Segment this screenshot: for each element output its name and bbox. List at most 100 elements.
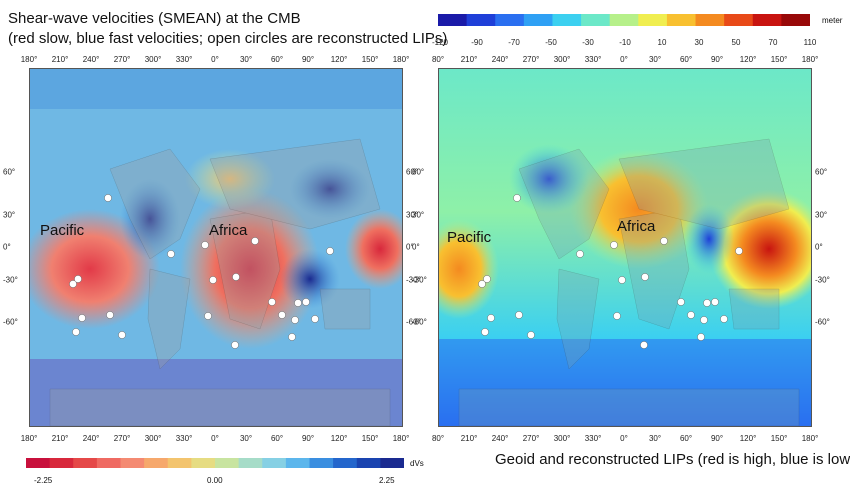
right-lip-marker bbox=[515, 311, 523, 319]
right-lon-tick-bottom: 180° bbox=[801, 434, 819, 443]
right-lat-tick-right: -60° bbox=[815, 317, 830, 327]
right-lon-tick-top: 30° bbox=[648, 55, 662, 64]
left-lat-tick-right: 0° bbox=[406, 242, 414, 252]
right-lon-tick-top: 0° bbox=[620, 55, 628, 64]
right-lon-tick-top: 90° bbox=[710, 55, 724, 64]
right-lon-tick-top: 330° bbox=[584, 55, 602, 64]
geoid-colorbar-tick: -70 bbox=[508, 38, 520, 47]
right-lon-tick-bottom: 270° bbox=[522, 434, 540, 443]
right-lip-marker bbox=[487, 314, 495, 322]
shear-colorbar-segment bbox=[238, 458, 263, 468]
left-lip-marker bbox=[78, 314, 86, 322]
geoid-colorbar-segment bbox=[581, 14, 611, 26]
right-lip-marker bbox=[481, 328, 489, 336]
right-lip-marker bbox=[610, 241, 618, 249]
left-lon-tick-top: 210° bbox=[51, 55, 69, 64]
left-lip-marker bbox=[231, 341, 239, 349]
right-lon-tick-top: 180° bbox=[801, 55, 819, 64]
right-lat-tick-right: -30° bbox=[815, 275, 830, 285]
left-lon-tick-top: 180° bbox=[392, 55, 410, 64]
geoid-colorbar-tick: 50 bbox=[731, 38, 741, 47]
right-lat-tick: 30° bbox=[412, 210, 425, 220]
right-africa-label: Africa bbox=[617, 218, 656, 235]
geoid-colorbar-segment bbox=[495, 14, 525, 26]
geoid-colorbar-tick: -10 bbox=[619, 38, 631, 47]
left-lip-marker bbox=[72, 328, 80, 336]
left-lat-tick-right: -60° bbox=[406, 317, 421, 327]
shear-velocity-colorbar bbox=[26, 458, 404, 468]
geoid-colorbar-tick: 30 bbox=[694, 38, 704, 47]
left-lip-marker bbox=[251, 237, 259, 245]
left-lat-tick-right: -30° bbox=[406, 275, 421, 285]
geoid-colorbar-segment bbox=[609, 14, 639, 26]
geoid-colorbar-tick: -120 bbox=[431, 38, 449, 47]
shear-colorbar-unit: dVs bbox=[410, 459, 424, 468]
geoid-colorbar-segment bbox=[752, 14, 782, 26]
geoid-colorbar bbox=[438, 14, 810, 26]
left-lip-marker bbox=[288, 333, 296, 341]
right-lip-marker bbox=[613, 312, 621, 320]
left-title-line1: Shear-wave velocities (SMEAN) at the CMB bbox=[8, 10, 301, 27]
shear-colorbar-segment bbox=[96, 458, 121, 468]
left-lon-tick-bottom: 300° bbox=[144, 434, 162, 443]
left-lon-tick-bottom: 150° bbox=[361, 434, 379, 443]
shear-colorbar-segment bbox=[309, 458, 334, 468]
right-lip-marker bbox=[576, 250, 584, 258]
geoid-colorbar-segment bbox=[438, 14, 468, 26]
left-lon-tick-top: 330° bbox=[175, 55, 193, 64]
left-africa-label: Africa bbox=[209, 222, 248, 239]
left-lip-marker bbox=[232, 273, 240, 281]
left-lon-tick-top: 90° bbox=[301, 55, 315, 64]
shear-colorbar-segment bbox=[49, 458, 74, 468]
geoid-colorbar-tick: 110 bbox=[803, 38, 817, 47]
left-lon-tick-bottom: 0° bbox=[211, 434, 219, 443]
left-lon-tick-bottom: 180° bbox=[20, 434, 38, 443]
left-lip-marker bbox=[104, 194, 112, 202]
right-lon-tick-top: 150° bbox=[770, 55, 788, 64]
right-lon-tick-bottom: 300° bbox=[553, 434, 571, 443]
right-lip-marker bbox=[700, 316, 708, 324]
geoid-colorbar-segment bbox=[466, 14, 496, 26]
right-lon-tick-top: 210° bbox=[460, 55, 478, 64]
right-lat-tick: 0° bbox=[412, 242, 420, 252]
right-lip-marker bbox=[513, 194, 521, 202]
left-title-line2: (red slow, blue fast velocities; open ci… bbox=[8, 30, 448, 47]
geoid-colorbar-segment bbox=[523, 14, 553, 26]
right-lat-tick-right: 0° bbox=[815, 242, 823, 252]
right-lon-tick-bottom: 0° bbox=[620, 434, 628, 443]
left-lon-tick-top: 150° bbox=[361, 55, 379, 64]
left-lon-tick-top: 180° bbox=[20, 55, 38, 64]
geoid-colorbar-tick: -90 bbox=[471, 38, 483, 47]
geoid-caption: Geoid and reconstructed LIPs (red is hig… bbox=[495, 451, 850, 468]
left-lon-tick-bottom: 90° bbox=[301, 434, 315, 443]
right-lip-marker bbox=[641, 273, 649, 281]
right-lon-tick-bottom: 60° bbox=[679, 434, 693, 443]
left-lat-tick-right: 60° bbox=[406, 167, 419, 177]
geoid-colorbar-segment bbox=[781, 14, 810, 26]
right-lon-tick-top: 120° bbox=[739, 55, 757, 64]
right-lat-tick-right: 30° bbox=[815, 210, 828, 220]
geoid-colorbar-segment bbox=[724, 14, 754, 26]
geoid-colorbar-segment bbox=[666, 14, 697, 26]
left-lip-marker bbox=[294, 299, 302, 307]
right-lon-tick-top: 270° bbox=[522, 55, 540, 64]
right-lat-tick: -60° bbox=[412, 317, 427, 327]
shear-colorbar-segment bbox=[167, 458, 192, 468]
left-lip-marker bbox=[326, 247, 334, 255]
left-lip-marker bbox=[69, 280, 77, 288]
shear-colorbar-min: -2.25 bbox=[34, 476, 53, 485]
left-lip-marker bbox=[167, 250, 175, 258]
right-lon-tick-top: 60° bbox=[679, 55, 693, 64]
left-lon-tick-top: 0° bbox=[211, 55, 219, 64]
left-lon-tick-top: 30° bbox=[239, 55, 253, 64]
geoid-colorbar-segment bbox=[552, 14, 582, 26]
geoid-colorbar-tick: 10 bbox=[657, 38, 667, 47]
left-lip-marker bbox=[311, 315, 319, 323]
left-lat-tick: 0° bbox=[3, 242, 11, 252]
geoid-colorbar-segment bbox=[695, 14, 725, 26]
right-lip-marker bbox=[640, 341, 648, 349]
left-lip-marker bbox=[209, 276, 217, 284]
shear-colorbar-segment bbox=[120, 458, 145, 468]
geoid-colorbar-segment bbox=[638, 14, 668, 26]
right-lip-marker bbox=[618, 276, 626, 284]
